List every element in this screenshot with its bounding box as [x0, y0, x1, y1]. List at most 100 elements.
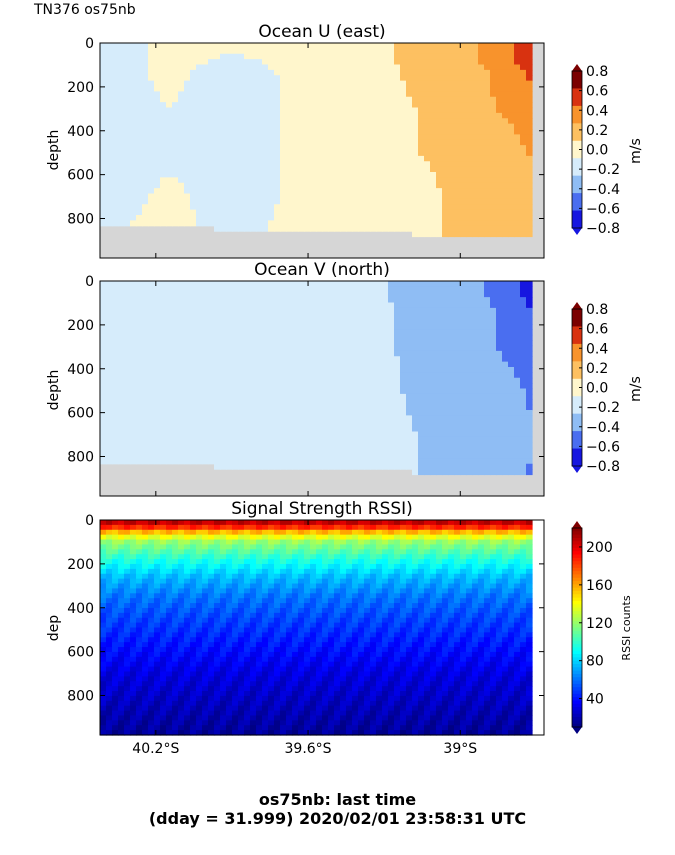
heatmap-cell: [124, 177, 131, 184]
heatmap-cell: [280, 372, 287, 379]
heatmap-cell: [436, 172, 443, 178]
heatmap-cell: [172, 388, 179, 395]
heatmap-cell: [190, 161, 197, 168]
heatmap-cell: [172, 410, 179, 416]
heatmap-cell: [208, 91, 215, 98]
heatmap-cell: [346, 367, 353, 373]
heatmap-cell: [310, 193, 317, 200]
heatmap-cell: [334, 161, 341, 168]
heatmap-cell: [370, 442, 377, 449]
heatmap-cell: [400, 96, 407, 103]
heatmap-cell: [154, 345, 161, 352]
heatmap-cell: [280, 64, 287, 71]
heatmap-cell: [484, 209, 491, 216]
heatmap-cell: [472, 231, 479, 238]
heatmap-cell: [196, 453, 203, 459]
heatmap-cell: [304, 209, 311, 216]
heatmap-cell: [328, 334, 335, 341]
heatmap-cell: [340, 297, 347, 304]
heatmap-cell: [478, 64, 485, 71]
heatmap-cell: [394, 393, 401, 400]
heatmap-cell: [316, 204, 323, 211]
heatmap-cell: [136, 188, 143, 195]
heatmap-cell: [334, 453, 341, 459]
heatmap-cell: [148, 182, 155, 189]
heatmap-cell: [178, 43, 185, 49]
heatmap-cell: [316, 340, 323, 347]
heatmap-cell: [484, 377, 491, 384]
heatmap-cell: [400, 209, 407, 216]
heatmap-cell: [418, 383, 425, 390]
heatmap-cell: [490, 145, 497, 152]
heatmap-cell: [388, 436, 395, 443]
heatmap-cell: [496, 345, 503, 352]
heatmap-cell: [472, 177, 479, 184]
heatmap-cell: [352, 198, 359, 205]
heatmap-cell: [478, 302, 485, 309]
heatmap-cell: [160, 286, 167, 293]
heatmap-cell: [292, 410, 299, 416]
heatmap-cell: [262, 388, 269, 395]
heatmap-cell: [526, 220, 533, 227]
heatmap-cell: [514, 220, 521, 227]
heatmap-cell: [160, 313, 167, 320]
heatmap-cell: [436, 193, 443, 200]
heatmap-cell: [190, 367, 197, 373]
heatmap-cell: [478, 297, 485, 304]
heatmap-cell: [166, 350, 173, 357]
heatmap-cell: [292, 145, 299, 152]
heatmap-cell: [172, 297, 179, 304]
heatmap-cell: [118, 345, 125, 352]
heatmap-cell: [256, 393, 263, 400]
heatmap-cell: [334, 166, 341, 173]
heatmap-cell: [376, 463, 383, 470]
heatmap-cell: [202, 367, 209, 373]
heatmap-cell: [418, 64, 425, 71]
heatmap-cell: [268, 53, 275, 60]
heatmap-cell: [280, 458, 287, 465]
heatmap-cell: [178, 329, 185, 336]
heatmap-cell: [142, 426, 149, 433]
heatmap-cell: [322, 118, 329, 125]
heatmap-cell: [298, 404, 305, 411]
heatmap-cell: [502, 463, 509, 470]
heatmap-cell: [208, 442, 215, 449]
heatmap-cell: [256, 410, 263, 416]
heatmap-cell: [298, 150, 305, 157]
heatmap-cell: [118, 172, 125, 178]
heatmap-cell: [220, 112, 227, 119]
heatmap-cell: [358, 172, 365, 178]
heatmap-cell: [232, 75, 239, 82]
heatmap-cell: [238, 134, 245, 141]
heatmap-cell: [280, 377, 287, 384]
heatmap-cell: [106, 198, 113, 205]
heatmap-cell: [484, 420, 491, 427]
heatmap-cell: [430, 281, 437, 287]
heatmap-cell: [436, 198, 443, 205]
heatmap-cell: [154, 334, 161, 341]
heatmap-cell: [406, 313, 413, 320]
heatmap-cell: [388, 129, 395, 135]
heatmap-cell: [436, 393, 443, 400]
heatmap-cell: [466, 291, 473, 298]
heatmap-cell: [310, 431, 317, 438]
heatmap-cell: [136, 318, 143, 325]
heatmap-cell: [400, 150, 407, 157]
heatmap-cell: [208, 453, 215, 459]
heatmap-cell: [376, 291, 383, 298]
heatmap-cell: [256, 86, 263, 92]
heatmap-cell: [154, 318, 161, 325]
heatmap-cell: [274, 193, 281, 200]
heatmap-cell: [400, 463, 407, 470]
heatmap-cell: [280, 204, 287, 211]
heatmap-cell: [364, 118, 371, 125]
heatmap-cell: [220, 329, 227, 336]
heatmap-cell: [484, 150, 491, 157]
heatmap-cell: [256, 367, 263, 373]
heatmap-cell: [352, 75, 359, 82]
heatmap-cell: [238, 177, 245, 184]
heatmap-cell: [448, 75, 455, 82]
heatmap-cell: [466, 102, 473, 109]
heatmap-cell: [442, 96, 449, 103]
heatmap-cell: [466, 225, 473, 232]
